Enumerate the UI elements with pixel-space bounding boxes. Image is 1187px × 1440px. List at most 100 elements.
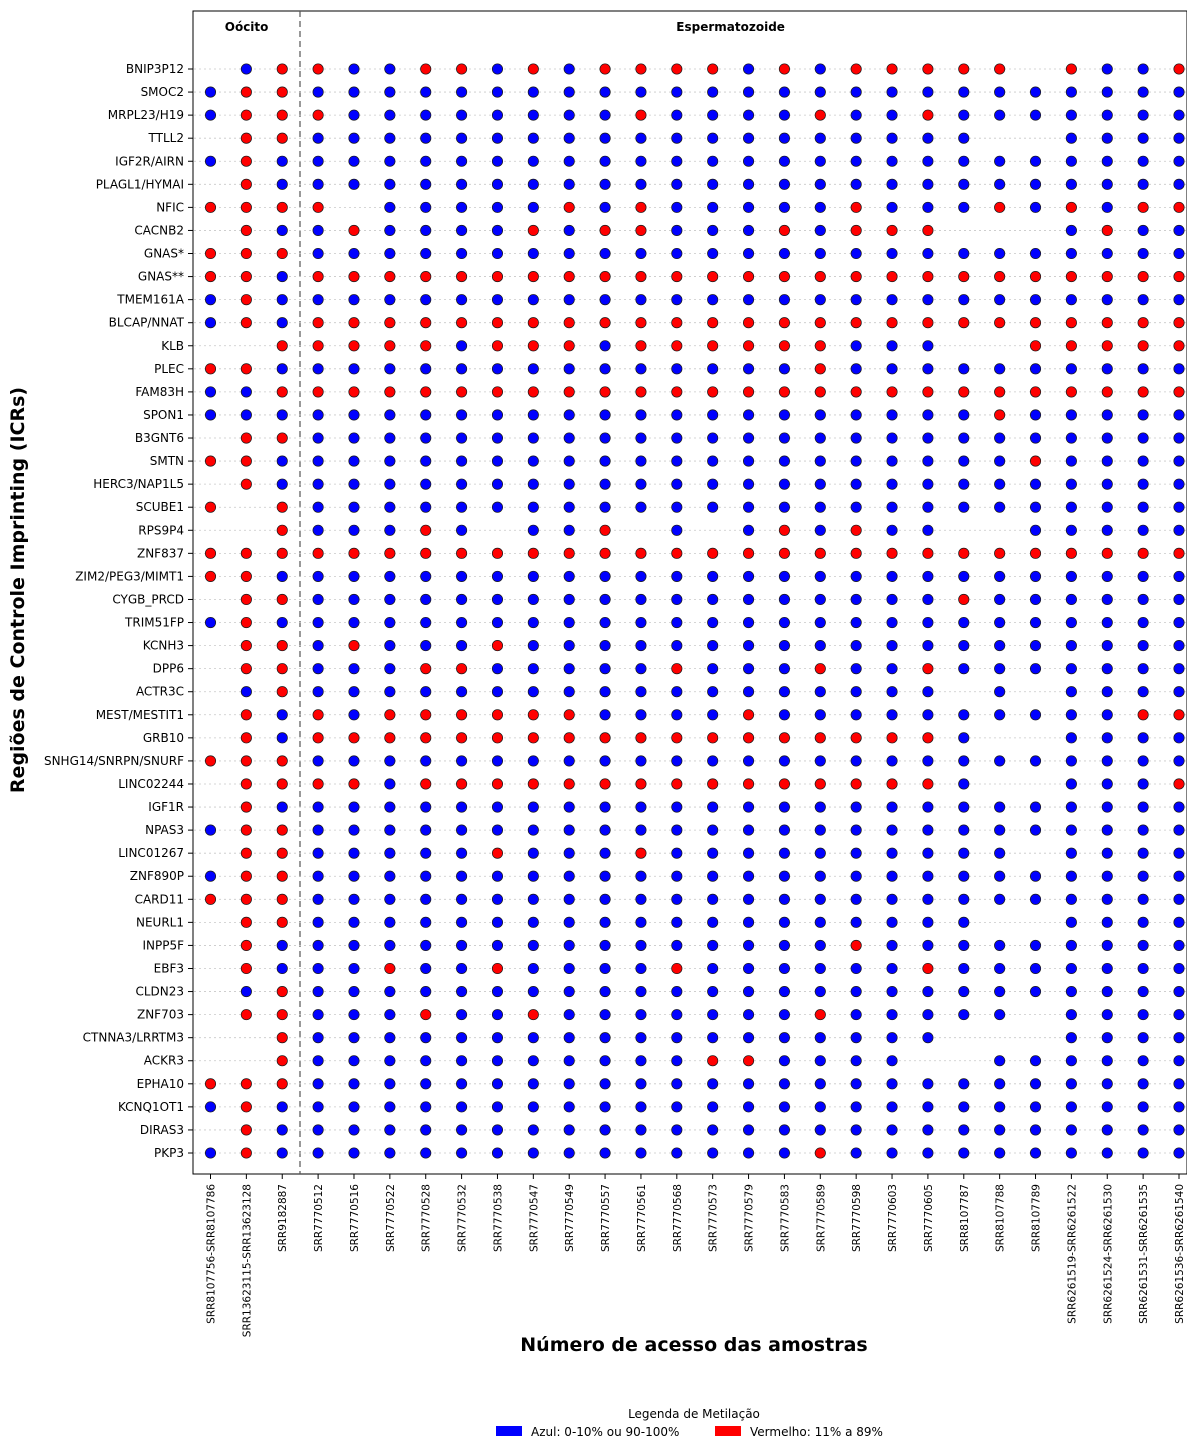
- data-point-blue: [1065, 501, 1077, 513]
- data-point-blue: [814, 409, 826, 421]
- data-point-blue: [1065, 778, 1077, 790]
- data-point-red: [276, 201, 288, 213]
- data-point-blue: [778, 801, 790, 813]
- data-point-blue: [384, 524, 396, 536]
- data-point-blue: [886, 1032, 898, 1044]
- data-point-red: [491, 847, 504, 859]
- data-point-blue: [922, 870, 934, 882]
- data-point-red: [240, 593, 252, 606]
- data-point-blue: [635, 155, 647, 167]
- data-point-red: [240, 455, 252, 467]
- data-point-blue: [348, 1124, 360, 1136]
- data-point-blue: [563, 363, 575, 375]
- data-point-blue: [814, 86, 826, 98]
- data-point-blue: [348, 478, 360, 490]
- y-tick-label: DPP6: [153, 662, 184, 676]
- data-point-blue: [671, 178, 683, 190]
- data-point-red: [599, 547, 611, 559]
- data-point-blue: [420, 178, 432, 190]
- x-tick-label: SRR8107787: [959, 1184, 971, 1252]
- data-point-blue: [850, 1009, 862, 1021]
- data-point-blue: [922, 847, 934, 859]
- data-point-blue: [922, 801, 934, 813]
- data-point-red: [1101, 547, 1113, 559]
- data-point-blue: [527, 178, 539, 190]
- data-point-blue: [276, 155, 288, 167]
- data-point-red: [850, 201, 862, 213]
- data-point-blue: [994, 1009, 1006, 1021]
- data-point-blue: [563, 178, 575, 190]
- data-point-blue: [743, 201, 755, 213]
- data-point-blue: [922, 686, 934, 698]
- data-point-blue: [384, 778, 396, 790]
- data-point-blue: [491, 893, 504, 905]
- data-point-blue: [1065, 686, 1077, 698]
- data-point-blue: [491, 478, 504, 490]
- data-point-red: [204, 893, 217, 905]
- data-point-red: [420, 709, 432, 721]
- data-point-red: [276, 524, 288, 536]
- data-point-blue: [707, 755, 719, 767]
- data-point-blue: [312, 1032, 324, 1044]
- data-point-red: [778, 224, 790, 236]
- y-tick-label: NEURL1: [136, 915, 184, 929]
- data-point-red: [814, 109, 826, 121]
- data-point-red: [456, 732, 468, 744]
- data-point-blue: [1173, 432, 1185, 444]
- data-point-blue: [922, 824, 934, 836]
- data-point-blue: [1173, 501, 1185, 513]
- data-point-red: [276, 755, 288, 767]
- data-point-red: [850, 224, 862, 236]
- data-point-blue: [491, 1032, 504, 1044]
- data-point-red: [276, 247, 288, 260]
- data-point-blue: [527, 524, 539, 536]
- data-point-red: [778, 524, 790, 536]
- data-point-red: [491, 640, 504, 652]
- data-point-red: [743, 732, 755, 744]
- data-point-blue: [958, 1078, 970, 1090]
- data-point-blue: [850, 409, 862, 421]
- data-point-blue: [814, 432, 826, 444]
- data-point-blue: [1101, 478, 1113, 490]
- data-point-blue: [886, 755, 898, 767]
- data-point-blue: [1137, 824, 1149, 836]
- data-point-blue: [994, 570, 1006, 582]
- data-point-blue: [922, 201, 934, 213]
- data-point-blue: [778, 755, 790, 767]
- data-point-red: [599, 224, 611, 236]
- data-point-blue: [994, 986, 1006, 998]
- data-point-blue: [743, 1078, 755, 1090]
- data-point-blue: [348, 63, 360, 75]
- data-point-red: [671, 962, 683, 975]
- data-point-blue: [635, 870, 647, 882]
- group-labels: Oócito Espermatozoide: [225, 20, 785, 34]
- data-point-blue: [312, 455, 324, 467]
- data-point-blue: [312, 524, 324, 536]
- data-point-red: [240, 478, 252, 490]
- data-point-blue: [778, 247, 790, 260]
- data-point-blue: [348, 824, 360, 836]
- data-point-blue: [814, 501, 826, 513]
- data-point-blue: [312, 432, 324, 444]
- data-point-blue: [635, 294, 647, 306]
- data-point-blue: [312, 1009, 324, 1021]
- data-point-blue: [635, 986, 647, 998]
- y-tick-label: SMOC2: [141, 85, 184, 99]
- data-point-blue: [1137, 155, 1149, 167]
- data-point-red: [886, 224, 898, 236]
- data-point-blue: [420, 409, 432, 421]
- data-point-blue: [527, 939, 539, 951]
- data-point-blue: [599, 962, 611, 975]
- data-point-blue: [850, 870, 862, 882]
- data-point-red: [240, 109, 252, 121]
- data-point-blue: [384, 801, 396, 813]
- data-point-blue: [886, 294, 898, 306]
- data-point-red: [707, 63, 719, 75]
- data-point-blue: [1173, 847, 1185, 859]
- data-point-blue: [994, 801, 1006, 813]
- data-point-blue: [1029, 570, 1042, 582]
- data-point-red: [922, 317, 934, 329]
- data-point-blue: [707, 640, 719, 652]
- data-point-blue: [1137, 109, 1149, 121]
- data-point-blue: [563, 755, 575, 767]
